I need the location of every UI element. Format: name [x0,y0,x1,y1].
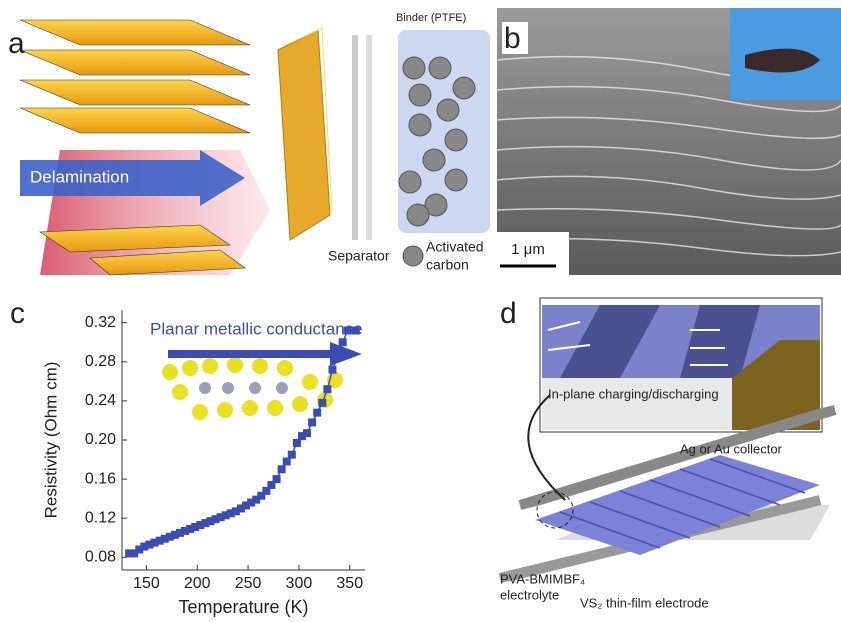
data-point [313,409,321,417]
carbon-legend [403,246,423,266]
y-tick-label: 0.20 [85,431,116,448]
data-point [339,338,347,346]
y-tick-label: 0.08 [85,549,116,566]
page: Delamination Binder (PTFE) Separator Act… [0,0,841,622]
x-tick-label: 200 [184,575,211,592]
data-point [323,385,331,393]
sheet-stack [20,20,250,275]
x-tick-label: 250 [235,575,262,592]
data-point [293,439,301,447]
y-tick-label: 0.16 [85,470,116,487]
separator-label: Separator [328,248,390,264]
data-point [283,458,291,466]
x-tick-label: 300 [286,575,313,592]
panel-label: a [8,27,25,60]
data-point [278,465,286,473]
y-tick-label: 0.12 [85,509,116,526]
separator [352,35,358,240]
panel-d: d In-plane charging/discharging Ag or Au… [500,297,835,611]
data-point [352,327,360,335]
data-point [334,353,342,361]
data-point [303,429,311,437]
data-point [344,327,352,335]
carbon-label: Activated [426,239,484,255]
stacked-film [278,28,332,240]
binder-label: Binder (PTFE) [396,12,466,24]
x-axis-label: Temperature (K) [178,597,308,617]
data-point [318,399,326,407]
figure: Delamination Binder (PTFE) Separator Act… [0,0,841,617]
separator [366,35,372,240]
panel-c: c 0.08 0.12 0.16 0.20 0.24 0.28 0.32 150 200 250 3… [10,297,365,617]
panel-label: d [500,297,517,330]
data-point [288,451,296,459]
electrolyte-label: PVA-BMIMBF₄ [500,571,585,586]
y-tick-label: 0.32 [85,314,116,331]
scale-label: 1 μm [511,241,545,258]
electrolyte-label: electrolyte [500,587,559,602]
panel-label: c [10,297,25,330]
data-point [328,366,336,374]
collector-label: Ag or Au collector [680,441,783,456]
electrode-label: VS₂ thin-film electrode [580,595,709,610]
panel-a: Delamination Binder (PTFE) Separator Act… [8,12,490,275]
x-tick-label: 350 [336,575,363,592]
y-tick-label: 0.28 [85,353,116,370]
inset-label: In-plane charging/discharging [548,386,719,401]
arrow-label: Delamination [30,167,129,186]
panel-label: b [504,22,521,55]
y-tick-label: 0.24 [85,392,116,409]
data-point [273,475,281,483]
annotation: Planar metallic conductance [150,319,363,338]
y-axis-label: Resistivity (Ohm cm) [41,362,60,519]
x-tick-label: 150 [133,575,160,592]
data-point [308,418,316,426]
carbon-label: carbon [426,257,469,273]
panel-b: 1 μm b [497,8,841,275]
